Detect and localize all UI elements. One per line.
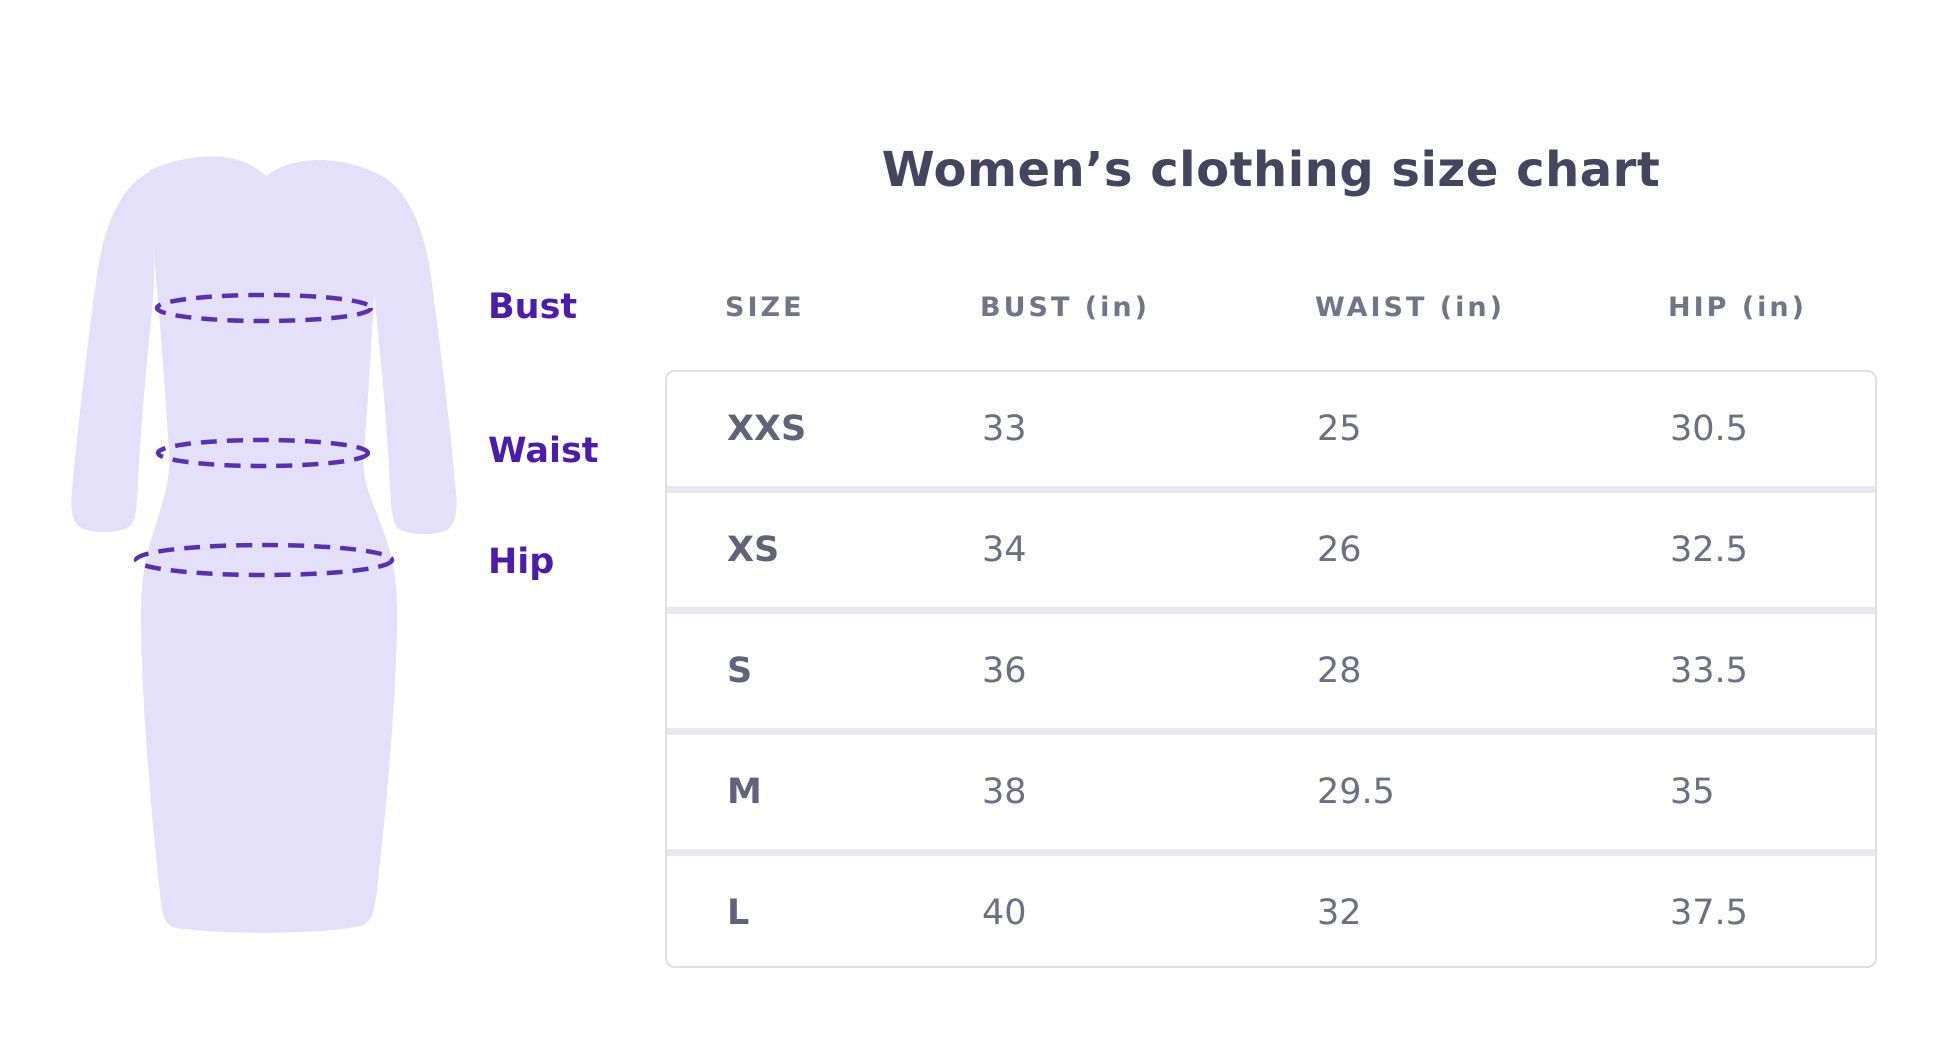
- waist-measurement-line: [155, 437, 371, 469]
- bust-cell: 38: [982, 772, 1027, 812]
- bust-cell: 33: [982, 409, 1027, 449]
- column-header-hip: HIP (in): [1668, 292, 1807, 323]
- table-row: S 36 28 33.5: [667, 614, 1875, 728]
- waist-cell: 32: [1317, 893, 1362, 933]
- waist-cell: 28: [1317, 651, 1362, 691]
- waist-cell: 29.5: [1317, 772, 1395, 812]
- size-cell: XXS: [727, 409, 807, 449]
- table-row: XXS 33 25 30.5: [667, 372, 1875, 486]
- dress-right-sleeve: [373, 174, 457, 535]
- dress-illustration: [71, 156, 457, 933]
- size-table-body: XXS 33 25 30.5 XS 34 26 32.5 S 36 28 33.…: [665, 370, 1877, 968]
- size-cell: L: [727, 893, 750, 933]
- hip-cell: 32.5: [1670, 530, 1748, 570]
- size-table-header: SIZE BUST (in) WAIST (in) HIP (in): [665, 292, 1877, 323]
- hip-cell: 30.5: [1670, 409, 1748, 449]
- hip-cell: 35: [1670, 772, 1715, 812]
- row-divider: [667, 607, 1875, 614]
- row-divider: [667, 728, 1875, 735]
- hip-measurement-line: [133, 542, 395, 578]
- page-title: Women’s clothing size chart: [881, 142, 1661, 198]
- bust-cell: 34: [982, 530, 1027, 570]
- hip-cell: 37.5: [1670, 893, 1748, 933]
- dress-left-sleeve: [71, 172, 155, 533]
- table-row: L 40 32 37.5: [667, 856, 1875, 966]
- size-cell: M: [727, 772, 762, 812]
- hip-cell: 33.5: [1670, 651, 1748, 691]
- waist-label: Waist: [488, 431, 599, 471]
- bust-cell: 36: [982, 651, 1027, 691]
- size-cell: XS: [727, 530, 780, 570]
- waist-cell: 26: [1317, 530, 1362, 570]
- column-header-bust: BUST (in): [980, 292, 1150, 323]
- table-row: XS 34 26 32.5: [667, 493, 1875, 607]
- hip-label: Hip: [488, 542, 555, 582]
- row-divider: [667, 849, 1875, 856]
- bust-measurement-line: [154, 292, 374, 324]
- size-cell: S: [727, 651, 753, 691]
- column-header-waist: WAIST (in): [1315, 292, 1505, 323]
- bust-cell: 40: [982, 893, 1027, 933]
- bust-label: Bust: [488, 287, 578, 327]
- table-row: M 38 29.5 35: [667, 735, 1875, 849]
- column-header-size: SIZE: [725, 292, 805, 323]
- waist-cell: 25: [1317, 409, 1362, 449]
- row-divider: [667, 486, 1875, 493]
